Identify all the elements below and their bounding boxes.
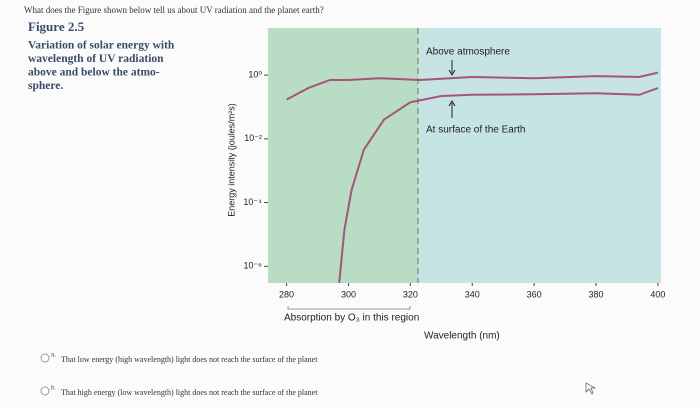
figure-caption: Variation of solar energy withwavelength… <box>28 40 175 93</box>
y-tick-label: 10⁻² <box>244 133 262 143</box>
radio-b[interactable] <box>40 386 50 396</box>
annotation: At surface of the Earth <box>426 125 526 136</box>
x-tick-label: 280 <box>279 289 294 299</box>
x-tick-label: 380 <box>589 289 604 299</box>
x-axis-label: Wavelength (nm) <box>424 331 500 342</box>
y-tick-label: 10⁻⁴ <box>243 197 262 207</box>
arrow-head <box>448 69 456 76</box>
x-tick-label: 340 <box>465 289 480 299</box>
caption-line: above and below the atmo- <box>28 67 160 79</box>
caption-line: sphere. <box>28 80 63 92</box>
series-line <box>286 71 659 101</box>
x-tick-label: 360 <box>527 289 542 299</box>
option-letter: a. <box>51 353 56 359</box>
plot: 10⁰ 10⁻² 10⁻⁴ 10⁻⁶ 280 300 320 340 360 380 400 <box>243 69 665 299</box>
cursor <box>585 382 597 395</box>
x-tick-label: 400 <box>650 289 665 299</box>
annotation: Absorption by O₃ in this region <box>284 313 419 324</box>
radio-a[interactable] <box>40 353 50 363</box>
arrow-head <box>448 100 456 107</box>
plot-region <box>418 28 661 283</box>
bracket <box>287 306 411 310</box>
y-axis-label: Energy intensity (joules/m²s) <box>226 103 236 217</box>
figure-number: Figure 2.5 <box>28 19 85 34</box>
y-tick-label: 10⁰ <box>248 69 262 79</box>
option-letter: b. <box>51 386 56 392</box>
option-text[interactable]: That low energy (high wavelength) light … <box>61 355 318 364</box>
question: What does the Figure shown below tell us… <box>24 5 324 15</box>
series-line <box>338 87 659 284</box>
annotation: Above atmosphere <box>426 47 510 58</box>
option-text[interactable]: That high energy (low wavelength) light … <box>61 388 318 397</box>
y-tick-label: 10⁻⁶ <box>244 261 263 271</box>
x-tick-label: 300 <box>341 289 356 299</box>
caption-line: wavelength of UV radiation <box>28 53 164 65</box>
caption-line: Variation of solar energy with <box>28 40 175 52</box>
x-tick-label: 320 <box>403 289 418 299</box>
